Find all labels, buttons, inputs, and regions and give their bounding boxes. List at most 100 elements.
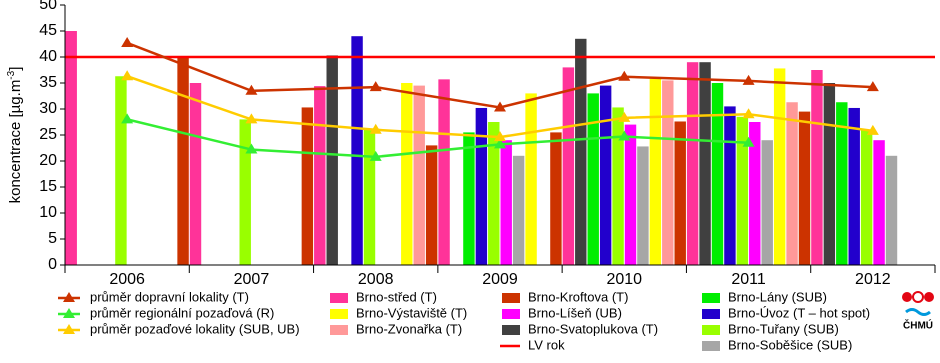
- bar: [401, 83, 413, 265]
- bar: [177, 57, 189, 265]
- legend-label: Brno-Líšeň (UB): [528, 305, 622, 320]
- legend-swatch: [702, 325, 720, 335]
- bar: [587, 93, 599, 266]
- legend-label: Brno-Úvoz (T – hot spot): [728, 305, 870, 320]
- y-tick-label: 0: [48, 256, 57, 273]
- bar: [65, 31, 77, 265]
- y-tick-label: 40: [39, 48, 57, 65]
- bar: [711, 83, 724, 265]
- line-marker: [369, 150, 382, 161]
- legend-label: Brno-Kroftova (T): [528, 289, 628, 304]
- line-marker: [121, 113, 134, 124]
- bar: [363, 129, 376, 265]
- bar: [115, 76, 127, 266]
- logo: ČHMÚ: [902, 291, 934, 332]
- y-tick-label: 30: [39, 100, 57, 117]
- line-marker: [369, 81, 382, 92]
- bar: [314, 86, 326, 266]
- y-tick-label: 35: [39, 74, 57, 91]
- line-marker: [494, 101, 506, 112]
- y-tick-label: 25: [39, 126, 57, 143]
- x-tick-label: 2009: [482, 271, 518, 288]
- legend-label: Brno-střed (T): [356, 289, 437, 304]
- x-tick-label: 2012: [855, 271, 891, 288]
- bar: [637, 146, 649, 265]
- legend-swatch: [330, 325, 348, 335]
- line-marker: [742, 136, 755, 147]
- x-tick-label: 2008: [358, 271, 394, 288]
- line-marker: [494, 131, 506, 142]
- logo-text: ČHMÚ: [903, 319, 933, 332]
- y-tick-label: 50: [39, 0, 57, 13]
- legend-label: průměr dopravní lokality (T): [90, 289, 249, 304]
- bar: [488, 122, 500, 265]
- logo-dot: [912, 291, 924, 303]
- legend-label: Brno-Výstaviště (T): [356, 305, 467, 320]
- x-tick-label: 2007: [234, 271, 270, 288]
- bar: [438, 79, 450, 265]
- bar: [798, 111, 811, 265]
- legend-swatch: [330, 309, 348, 319]
- y-axis-label: koncentrace [µg.m-3]: [6, 67, 24, 204]
- line-marker: [494, 138, 506, 149]
- legend-label: průměr regionální pozaďová (R): [90, 305, 274, 320]
- bar: [699, 62, 711, 266]
- legend-label: průměr pozaďové lokality (SUB, UB): [90, 321, 300, 336]
- bar: [786, 102, 798, 266]
- y-label-text: koncentrace [µg.m: [7, 80, 24, 204]
- legend-swatch: [330, 293, 348, 303]
- bar: [326, 55, 338, 265]
- bar: [773, 68, 786, 265]
- bar: [475, 107, 488, 266]
- y-label-sup: -3: [6, 70, 17, 79]
- bar: [724, 106, 736, 266]
- bar: [836, 102, 848, 266]
- logo-dot: [924, 292, 934, 302]
- series-line: [126, 41, 873, 109]
- y-tick-label: 45: [39, 22, 57, 39]
- bar: [649, 78, 662, 265]
- logo-wave: [905, 308, 931, 316]
- logo-dot: [902, 292, 912, 302]
- bar: [749, 122, 761, 265]
- bar: [239, 119, 251, 266]
- line-marker: [369, 123, 382, 134]
- legend-label: Brno-Tuřany (SUB): [728, 321, 839, 336]
- bar: [599, 85, 612, 265]
- x-tick-label: 2010: [606, 271, 642, 288]
- legend-label: LV rok: [528, 337, 565, 352]
- y-tick-label: 10: [39, 204, 57, 221]
- legend-swatch: [702, 341, 720, 351]
- line-marker: [866, 124, 879, 135]
- bar: [189, 83, 202, 265]
- line-marker: [742, 108, 755, 119]
- y-tick-label: 15: [39, 178, 57, 195]
- legend-swatch: [502, 325, 520, 335]
- x-tick-label: 2011: [731, 271, 766, 288]
- bar: [550, 132, 562, 265]
- bar: [575, 38, 587, 265]
- y-tick-label: 5: [48, 230, 57, 247]
- legend-label: Brno-Svatoplukova (T): [528, 321, 658, 336]
- series-line: [126, 118, 749, 159]
- line-marker: [63, 308, 75, 318]
- line-marker: [618, 130, 631, 141]
- bar: [562, 67, 575, 266]
- line-marker: [121, 36, 134, 47]
- line-marker: [245, 113, 258, 124]
- bar: [463, 132, 475, 265]
- bar: [351, 36, 363, 266]
- legend-label: Brno-Lány (SUB): [728, 289, 827, 304]
- y-label-end: ]: [7, 67, 24, 71]
- bar: [413, 85, 425, 265]
- bar: [686, 62, 699, 266]
- bar: [525, 93, 537, 266]
- line-marker: [245, 143, 258, 154]
- line-marker: [618, 70, 631, 81]
- legend-label: Brno-Soběšice (SUB): [728, 337, 852, 352]
- bar: [301, 107, 314, 265]
- line-marker: [618, 111, 631, 122]
- legend-label: Brno-Zvonařka (T): [356, 321, 462, 336]
- bar: [885, 155, 898, 265]
